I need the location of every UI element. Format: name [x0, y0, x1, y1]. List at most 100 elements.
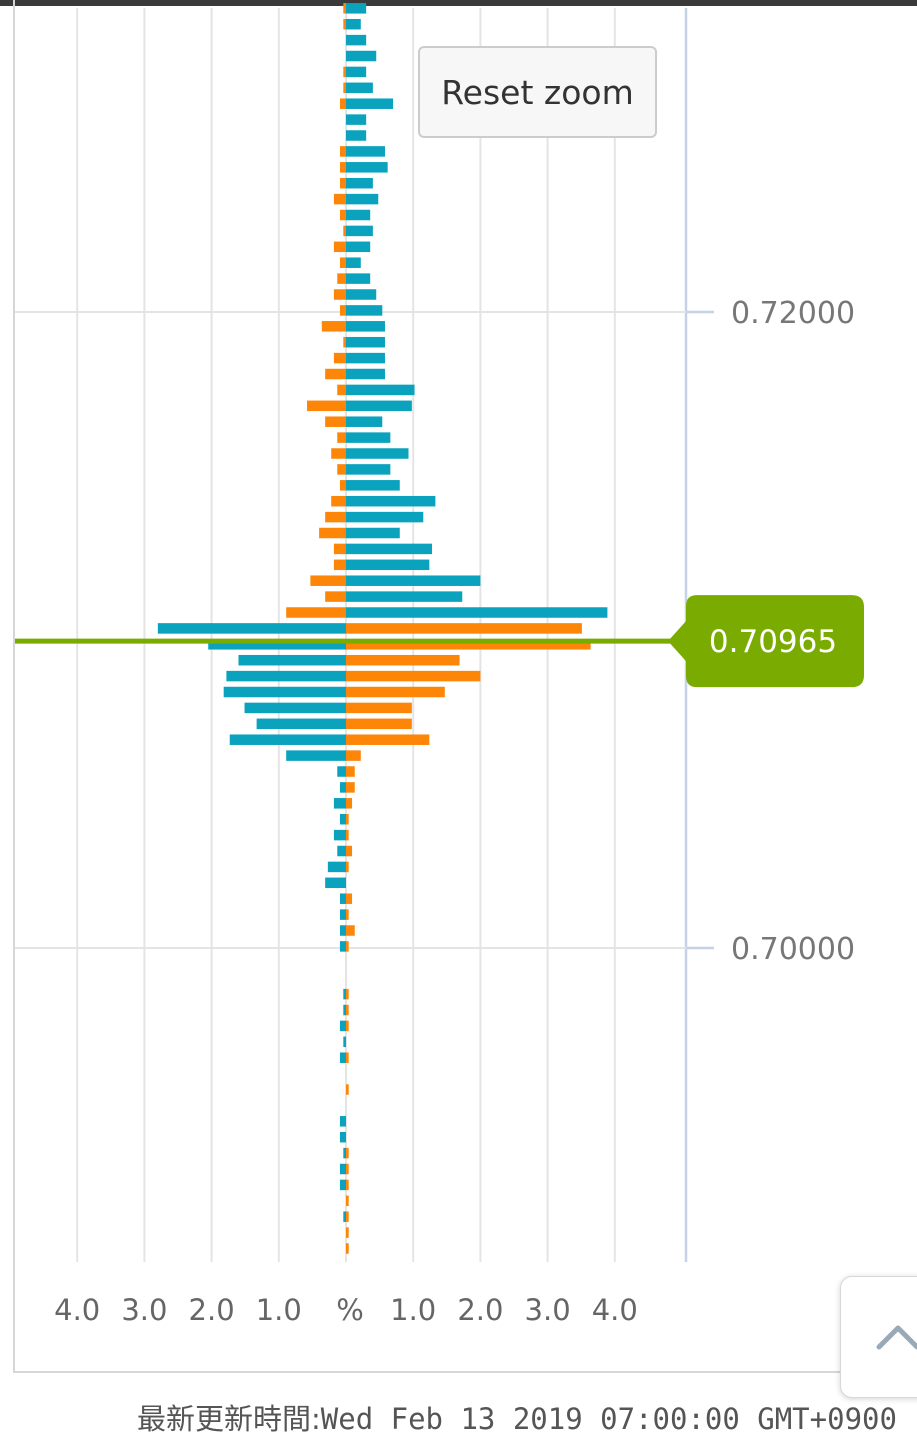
bar-teal-right — [346, 98, 394, 109]
bar-orange-right — [346, 941, 349, 952]
last-updated-label: 最新更新時間: — [137, 1402, 321, 1436]
bar-teal-left — [343, 1211, 346, 1222]
price-tick-label: 0.70000 — [731, 932, 855, 967]
bar-orange-left — [333, 543, 346, 555]
bar-teal-right — [346, 527, 400, 539]
bar-orange-right — [346, 1227, 349, 1238]
bar-teal-left — [339, 893, 346, 904]
bar-orange-left — [337, 432, 346, 443]
bar-orange-right — [346, 1147, 349, 1159]
bar-teal-right — [346, 146, 385, 157]
bar-teal-right — [346, 368, 385, 380]
bar-orange-right — [346, 782, 355, 793]
bar-teal-left — [157, 623, 346, 634]
bar-orange-left — [339, 162, 346, 173]
top-strip — [0, 0, 917, 6]
current-price-badge — [668, 595, 864, 688]
bar-orange-right — [346, 861, 349, 873]
bar-teal-left — [343, 1147, 346, 1159]
bar-orange-left — [339, 98, 346, 109]
bar-teal-left — [337, 766, 346, 777]
bar-orange-right — [346, 1020, 349, 1032]
bar-orange-left — [337, 464, 346, 475]
bar-teal-right — [346, 225, 373, 237]
x-tick-label: 2.0 — [189, 1293, 235, 1327]
bar-teal-right — [346, 464, 391, 475]
bar-orange-left — [325, 591, 346, 602]
bar-teal-right — [346, 257, 361, 268]
bar-teal-left — [256, 718, 346, 730]
bar-teal-right — [346, 511, 424, 523]
x-tick-label: 4.0 — [54, 1293, 100, 1327]
bar-orange-right — [346, 750, 361, 761]
grid-layer — [15, 8, 714, 1262]
bar-teal-right — [346, 177, 373, 189]
scroll-to-top-button[interactable] — [840, 1276, 917, 1398]
bar-orange-right — [346, 988, 349, 1000]
bar-teal-left — [339, 925, 346, 936]
bar-orange-left — [333, 241, 346, 253]
bar-orange-right — [346, 1195, 349, 1207]
bar-teal-right — [346, 3, 367, 14]
bar-teal-left — [339, 813, 346, 825]
x-tick-label: 1.0 — [256, 1293, 302, 1327]
price-tick-label: 0.72000 — [731, 296, 855, 331]
bar-orange-left — [333, 352, 346, 364]
bar-orange-left — [339, 209, 346, 221]
bar-orange-right — [346, 623, 582, 634]
bar-orange-right — [346, 798, 353, 809]
bars-layer — [157, 3, 608, 1254]
bar-orange-left — [339, 257, 346, 268]
bar-teal-right — [346, 336, 385, 348]
bar-teal-left — [333, 829, 346, 841]
x-tick-label: 4.0 — [592, 1293, 638, 1327]
bar-teal-right — [346, 66, 367, 78]
bar-teal-right — [346, 400, 412, 412]
bar-orange-right — [346, 1179, 349, 1191]
bar-orange-left — [310, 575, 346, 586]
bar-teal-left — [339, 1179, 346, 1191]
bar-orange-left — [307, 400, 346, 412]
bar-orange-right — [346, 686, 445, 698]
bar-orange-left — [325, 368, 346, 380]
chart-frame — [13, 0, 917, 1373]
bar-orange-left — [325, 511, 346, 523]
bar-teal-right — [346, 305, 383, 316]
bar-teal-left — [223, 686, 346, 698]
bar-orange-right — [346, 718, 412, 730]
order-book-chart: 0.70965 0.72000 0.70000 4.0 3.0 2.0 1.0% 1.0 2.… — [15, 3, 864, 1327]
x-tick-label: 3.0 — [525, 1293, 571, 1327]
bar-teal-right — [346, 82, 373, 94]
bar-orange-left — [339, 177, 346, 189]
bar-orange-right — [346, 845, 353, 857]
reset-zoom-button[interactable]: Reset zoom — [418, 46, 657, 138]
bar-teal-right — [346, 34, 367, 46]
bar-teal-right — [346, 448, 409, 459]
bar-teal-right — [346, 321, 385, 332]
bar-teal-right — [346, 50, 377, 62]
bar-orange-left — [331, 448, 346, 459]
bar-teal-left — [286, 750, 346, 761]
bar-teal-left — [333, 798, 346, 809]
bar-teal-left — [337, 845, 346, 857]
chevron-up-icon — [876, 1325, 917, 1350]
bar-orange-left — [333, 193, 346, 205]
bar-orange-right — [346, 925, 355, 936]
bar-teal-right — [346, 432, 391, 443]
bar-orange-right — [346, 766, 355, 777]
bar-orange-left — [343, 66, 346, 78]
bar-teal-left — [229, 734, 346, 745]
bar-teal-right — [346, 209, 371, 221]
bar-teal-left — [339, 1020, 346, 1032]
bar-teal-left — [339, 1116, 346, 1127]
bar-teal-right — [346, 480, 400, 491]
bar-orange-right — [346, 1004, 349, 1016]
bar-teal-left — [343, 1036, 346, 1048]
bar-orange-left — [337, 384, 346, 396]
bar-orange-right — [346, 1052, 349, 1063]
bar-orange-right — [346, 670, 481, 682]
bar-orange-left — [325, 416, 346, 427]
bar-teal-right — [346, 575, 481, 586]
bar-orange-left — [286, 607, 346, 618]
bar-teal-right — [346, 543, 433, 555]
